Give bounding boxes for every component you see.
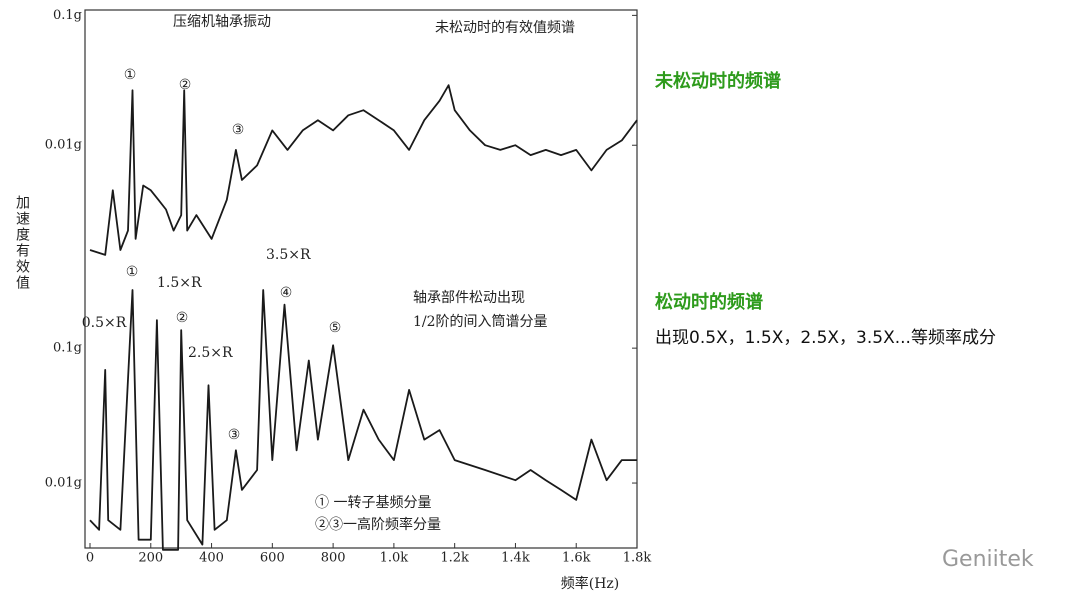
y-tick-label: 0.01g — [45, 138, 82, 153]
annotation: 3.5×R — [266, 247, 311, 263]
heading-normal: 未松动时的频谱 — [655, 70, 781, 92]
annotation: ③ — [228, 427, 241, 443]
x-tick-label: 1.2k — [440, 551, 469, 566]
x-axis-label: 频率(Hz) — [561, 575, 620, 592]
chart-subtitle: 未松动时的有效值频谱 — [435, 20, 575, 36]
x-tick-label: 800 — [321, 551, 346, 566]
x-tick-label: 1.4k — [501, 551, 530, 566]
x-tick-label: 600 — [260, 551, 285, 566]
y-tick-label: 0.01g — [45, 476, 82, 491]
chart-title: 压缩机轴承振动 — [173, 14, 271, 30]
heading-loose: 松动时的频谱 — [655, 291, 763, 313]
x-tick-label: 1.8k — [623, 551, 652, 566]
annotation: ① — [124, 67, 137, 83]
annotation: 轴承部件松动出现 — [413, 290, 525, 306]
annotation: ④ — [280, 285, 293, 301]
spectrum-line — [89, 289, 637, 551]
x-tick-label: 1.0k — [380, 551, 409, 566]
plot-frame — [84, 9, 638, 549]
note: 出现0.5X，1.5X，2.5X，3.5X...等频率成分 — [655, 328, 996, 348]
x-tick-label: 0 — [86, 551, 94, 566]
annotation: 2.5×R — [188, 345, 233, 361]
x-tick-label: 200 — [138, 551, 163, 566]
annotation: ②③一高阶频率分量 — [315, 516, 441, 533]
spectrum-line — [89, 84, 638, 256]
annotation: 1.5×R — [157, 275, 202, 291]
x-tick-label: 1.6k — [562, 551, 591, 566]
watermark: Geniitek — [942, 547, 1034, 572]
annotation: ③ — [232, 122, 245, 138]
y-axis-label: 加速度有效值 — [14, 195, 30, 291]
annotation: 0.5×R — [82, 315, 127, 331]
annotation: ⑤ — [329, 320, 342, 336]
x-tick-label: 400 — [199, 551, 224, 566]
y-tick-label: 0.1g — [53, 341, 82, 356]
annotation: ② — [176, 310, 189, 326]
annotation: ① — [126, 264, 139, 280]
annotation: ② — [179, 77, 192, 93]
annotation: 1/2阶的间入筒谱分量 — [413, 313, 548, 330]
annotation: ① 一转子基频分量 — [315, 494, 431, 511]
y-tick-label: 0.1g — [53, 8, 82, 23]
